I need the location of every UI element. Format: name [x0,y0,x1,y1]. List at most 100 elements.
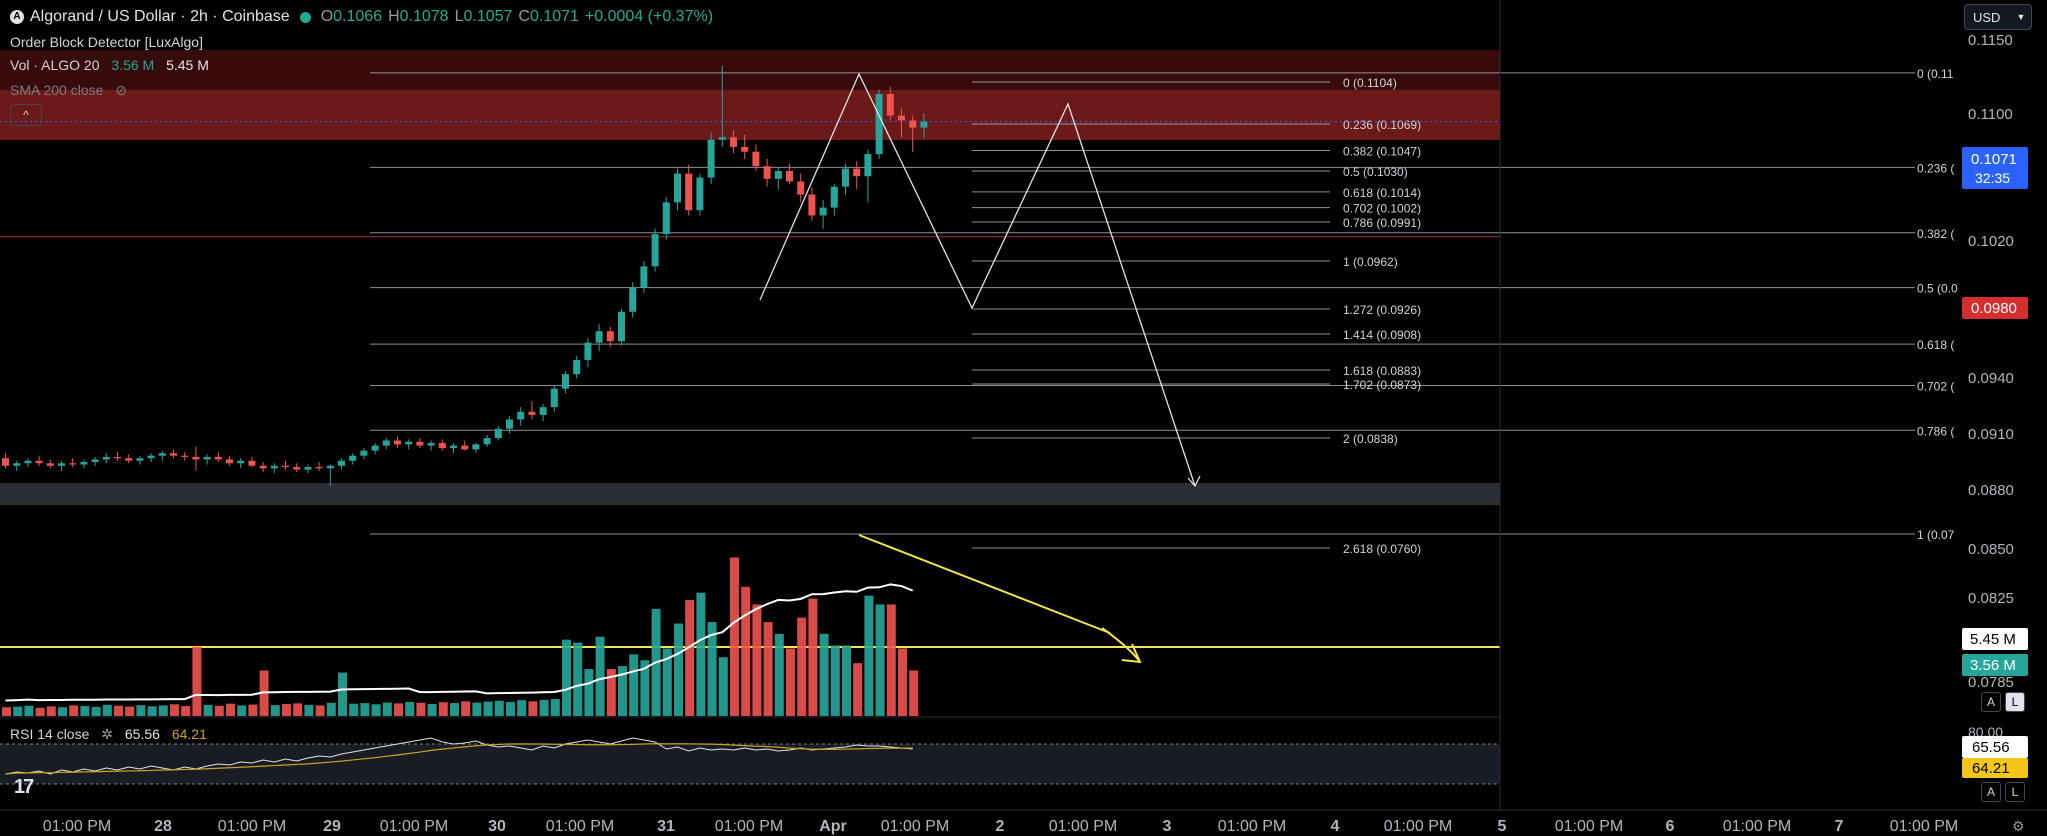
volume-bar [629,654,639,716]
candle-body [203,456,211,460]
indicator-sma[interactable]: SMA 200 close ⊘ [10,82,127,99]
ohlc-low-key: L [454,8,464,25]
volume-bar [35,707,45,716]
fib-right-label: 0.236 (0.1069) [1343,118,1421,132]
auto-scale-button[interactable]: A [1981,692,2001,712]
candle-body [685,173,693,211]
fib-left-label: 0.618 ( [1917,338,1954,352]
time-tick-label: 5 [1498,818,1507,835]
candle-body [584,342,592,360]
candle-body [786,171,793,182]
time-tick-label: 28 [154,818,172,835]
indicator-volume-label: Vol · ALGO 20 [10,57,100,73]
volume-bar [13,706,23,716]
rsi-auto-scale-button[interactable]: A [1981,782,2001,802]
fib-left-label: 0.786 ( [1917,424,1954,438]
log-scale-button[interactable]: L [2005,692,2025,712]
rsi-settings-icon[interactable]: ✲ [101,726,113,742]
volume-bar [472,702,482,716]
grey-zone [0,483,1500,503]
rsi-ma-line [5,743,913,775]
volume-bar [752,604,762,716]
indicator-rsi-value2: 64.21 [171,726,207,742]
volume-bar [864,595,874,716]
volume-bar [730,557,739,716]
candle-body [248,460,256,466]
volume-bar [91,706,101,716]
volume-bar [405,701,415,716]
candle-body [629,287,637,312]
price-tick-label: 0.1020 [1968,233,2014,250]
ohlc-low-value: 0.1057 [463,8,513,25]
fib-right-label: 0.702 (0.1002) [1343,202,1421,216]
ohlc-close-key: C [518,8,530,25]
candle-body [651,234,659,267]
candle-body [562,374,569,389]
volume-bar [786,648,795,716]
volume-ma-line [5,583,914,702]
candle-body [293,467,301,470]
candle-body [91,459,99,462]
volume-bar [741,586,751,716]
candle-body [270,465,278,469]
indicator-rsi-label: RSI 14 close [10,726,90,742]
fib-right-label: 1 (0.0962) [1343,255,1398,269]
indicator-rsi[interactable]: RSI 14 close ✲ 65.56 64.21 [10,726,207,743]
volume-bar [416,702,426,716]
fib-left-label: 0.236 ( [1917,161,1954,175]
chevron-down-icon: ▼ [2016,12,2026,22]
candle-body [450,445,457,449]
price-tick-label: 0.0850 [1968,541,2014,558]
candle-body [864,154,872,177]
candle-body [662,202,670,235]
bar-countdown: 32:35 [1975,170,2010,186]
tradingview-logo-icon[interactable]: 17 [14,776,34,798]
candle-body [13,463,21,466]
volume-trend-arrow [1101,627,1142,664]
symbol-title[interactable]: Algorand / US Dollar · 2h · Coinbase [30,8,290,25]
candle-body [259,465,267,469]
candle-body [853,168,861,177]
volume-bar [237,705,247,716]
candle-body [595,331,603,343]
candle-body [360,450,368,456]
volume-bar [282,703,291,716]
volume-bar [360,703,370,716]
candle-body [181,455,189,457]
settings-gear-icon[interactable]: ⚙ [2012,818,2025,834]
candle-body [606,331,614,342]
candle-body [24,460,32,464]
indicator-volume[interactable]: Vol · ALGO 20 3.56 M 5.45 M [10,57,209,73]
volume-bar [797,617,807,716]
candle-body [35,460,43,464]
time-tick-label: 01:00 PM [380,818,448,835]
rsi-log-scale-button[interactable]: L [2005,782,2025,802]
currency-select[interactable]: USD ▼ [1964,4,2032,30]
price-tick-label: 0.0880 [1968,482,2014,499]
candle-body [506,419,513,429]
volume-bar [774,633,784,716]
volume-bar [270,705,280,716]
indicator-order-block[interactable]: Order Block Detector [LuxAlgo] [10,34,203,50]
volume-bar [573,642,583,716]
pattern-zigzag [759,72,1196,487]
time-tick-label: 29 [323,818,341,835]
volume-bar [640,660,650,716]
volume-bar [550,698,560,716]
volume-bar [371,704,381,716]
candle-body [539,407,547,415]
ohlc-high-key: H [388,8,400,25]
volume-bar [517,700,527,716]
hidden-eye-icon[interactable]: ⊘ [115,82,128,98]
candle-body [237,460,245,464]
indicator-volume-value2: 5.45 M [166,57,209,73]
collapse-indicators-button[interactable]: ^ [10,104,42,126]
volume-bar [584,669,594,716]
volume-bar [349,703,359,716]
time-tick-label: 3 [1163,818,1172,835]
current-price-tag [1962,147,2028,189]
rsi-ma-tag [1962,758,2028,778]
rsi-value-tag [1962,736,2028,758]
